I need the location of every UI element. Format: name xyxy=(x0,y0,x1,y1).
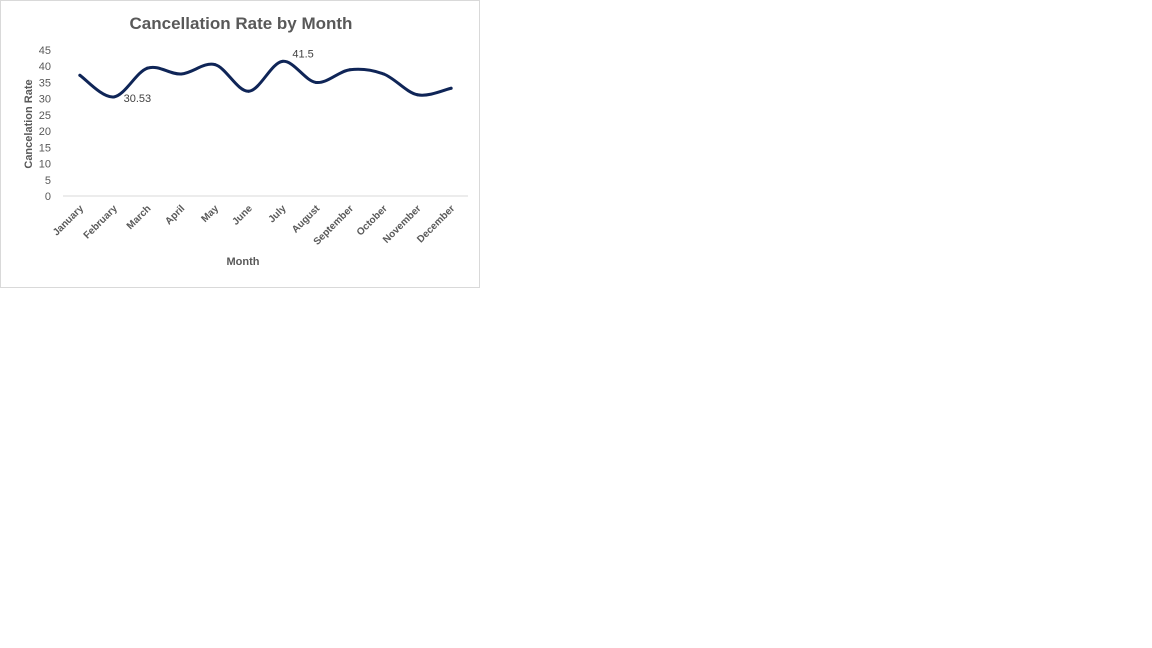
x-axis-title: Month xyxy=(227,256,260,268)
y-tick-label: 30 xyxy=(39,94,51,106)
y-tick-label: 35 xyxy=(39,77,51,89)
data-point xyxy=(382,72,386,76)
data-point xyxy=(112,95,116,99)
x-tick-label: May xyxy=(199,203,221,225)
x-tick-label: April xyxy=(163,203,187,227)
data-label: 30.53 xyxy=(124,93,152,105)
y-tick-label: 40 xyxy=(39,61,51,73)
data-point xyxy=(145,66,149,70)
y-tick-label: 25 xyxy=(39,110,51,122)
data-point xyxy=(78,73,82,77)
data-point xyxy=(179,72,183,76)
data-point xyxy=(247,89,251,93)
y-tick-label: 15 xyxy=(39,142,51,154)
y-tick-label: 5 xyxy=(45,175,51,187)
y-tick-label: 10 xyxy=(39,159,51,171)
data-point xyxy=(415,93,419,97)
series-points xyxy=(78,59,453,99)
y-tick-label: 0 xyxy=(45,191,51,203)
data-point xyxy=(314,80,318,84)
data-point xyxy=(449,86,453,90)
chart-container: Cancellation Rate by Month Cancelation R… xyxy=(0,0,480,288)
data-point xyxy=(213,63,217,67)
x-tick-label: June xyxy=(230,203,255,228)
y-tick-label: 45 xyxy=(39,45,51,57)
data-label: 41.5 xyxy=(292,48,313,60)
line-chart: Cancellation Rate by Month Cancelation R… xyxy=(23,14,468,268)
series-line xyxy=(78,59,453,99)
chart-title: Cancellation Rate by Month xyxy=(130,14,353,33)
x-tick-label: July xyxy=(267,203,289,225)
data-point xyxy=(348,68,352,72)
y-tick-label: 20 xyxy=(39,126,51,138)
x-tick-label: March xyxy=(125,203,154,232)
data-labels: 30.53 41.5 xyxy=(124,48,314,105)
x-tick-label: August xyxy=(290,203,323,236)
y-tick-labels: 0 5 10 15 20 25 30 35 40 45 xyxy=(39,45,51,203)
data-point xyxy=(280,59,284,63)
x-tick-label: October xyxy=(355,203,390,238)
x-tick-label: February xyxy=(82,203,120,241)
y-axis-title: Cancelation Rate xyxy=(23,79,35,168)
